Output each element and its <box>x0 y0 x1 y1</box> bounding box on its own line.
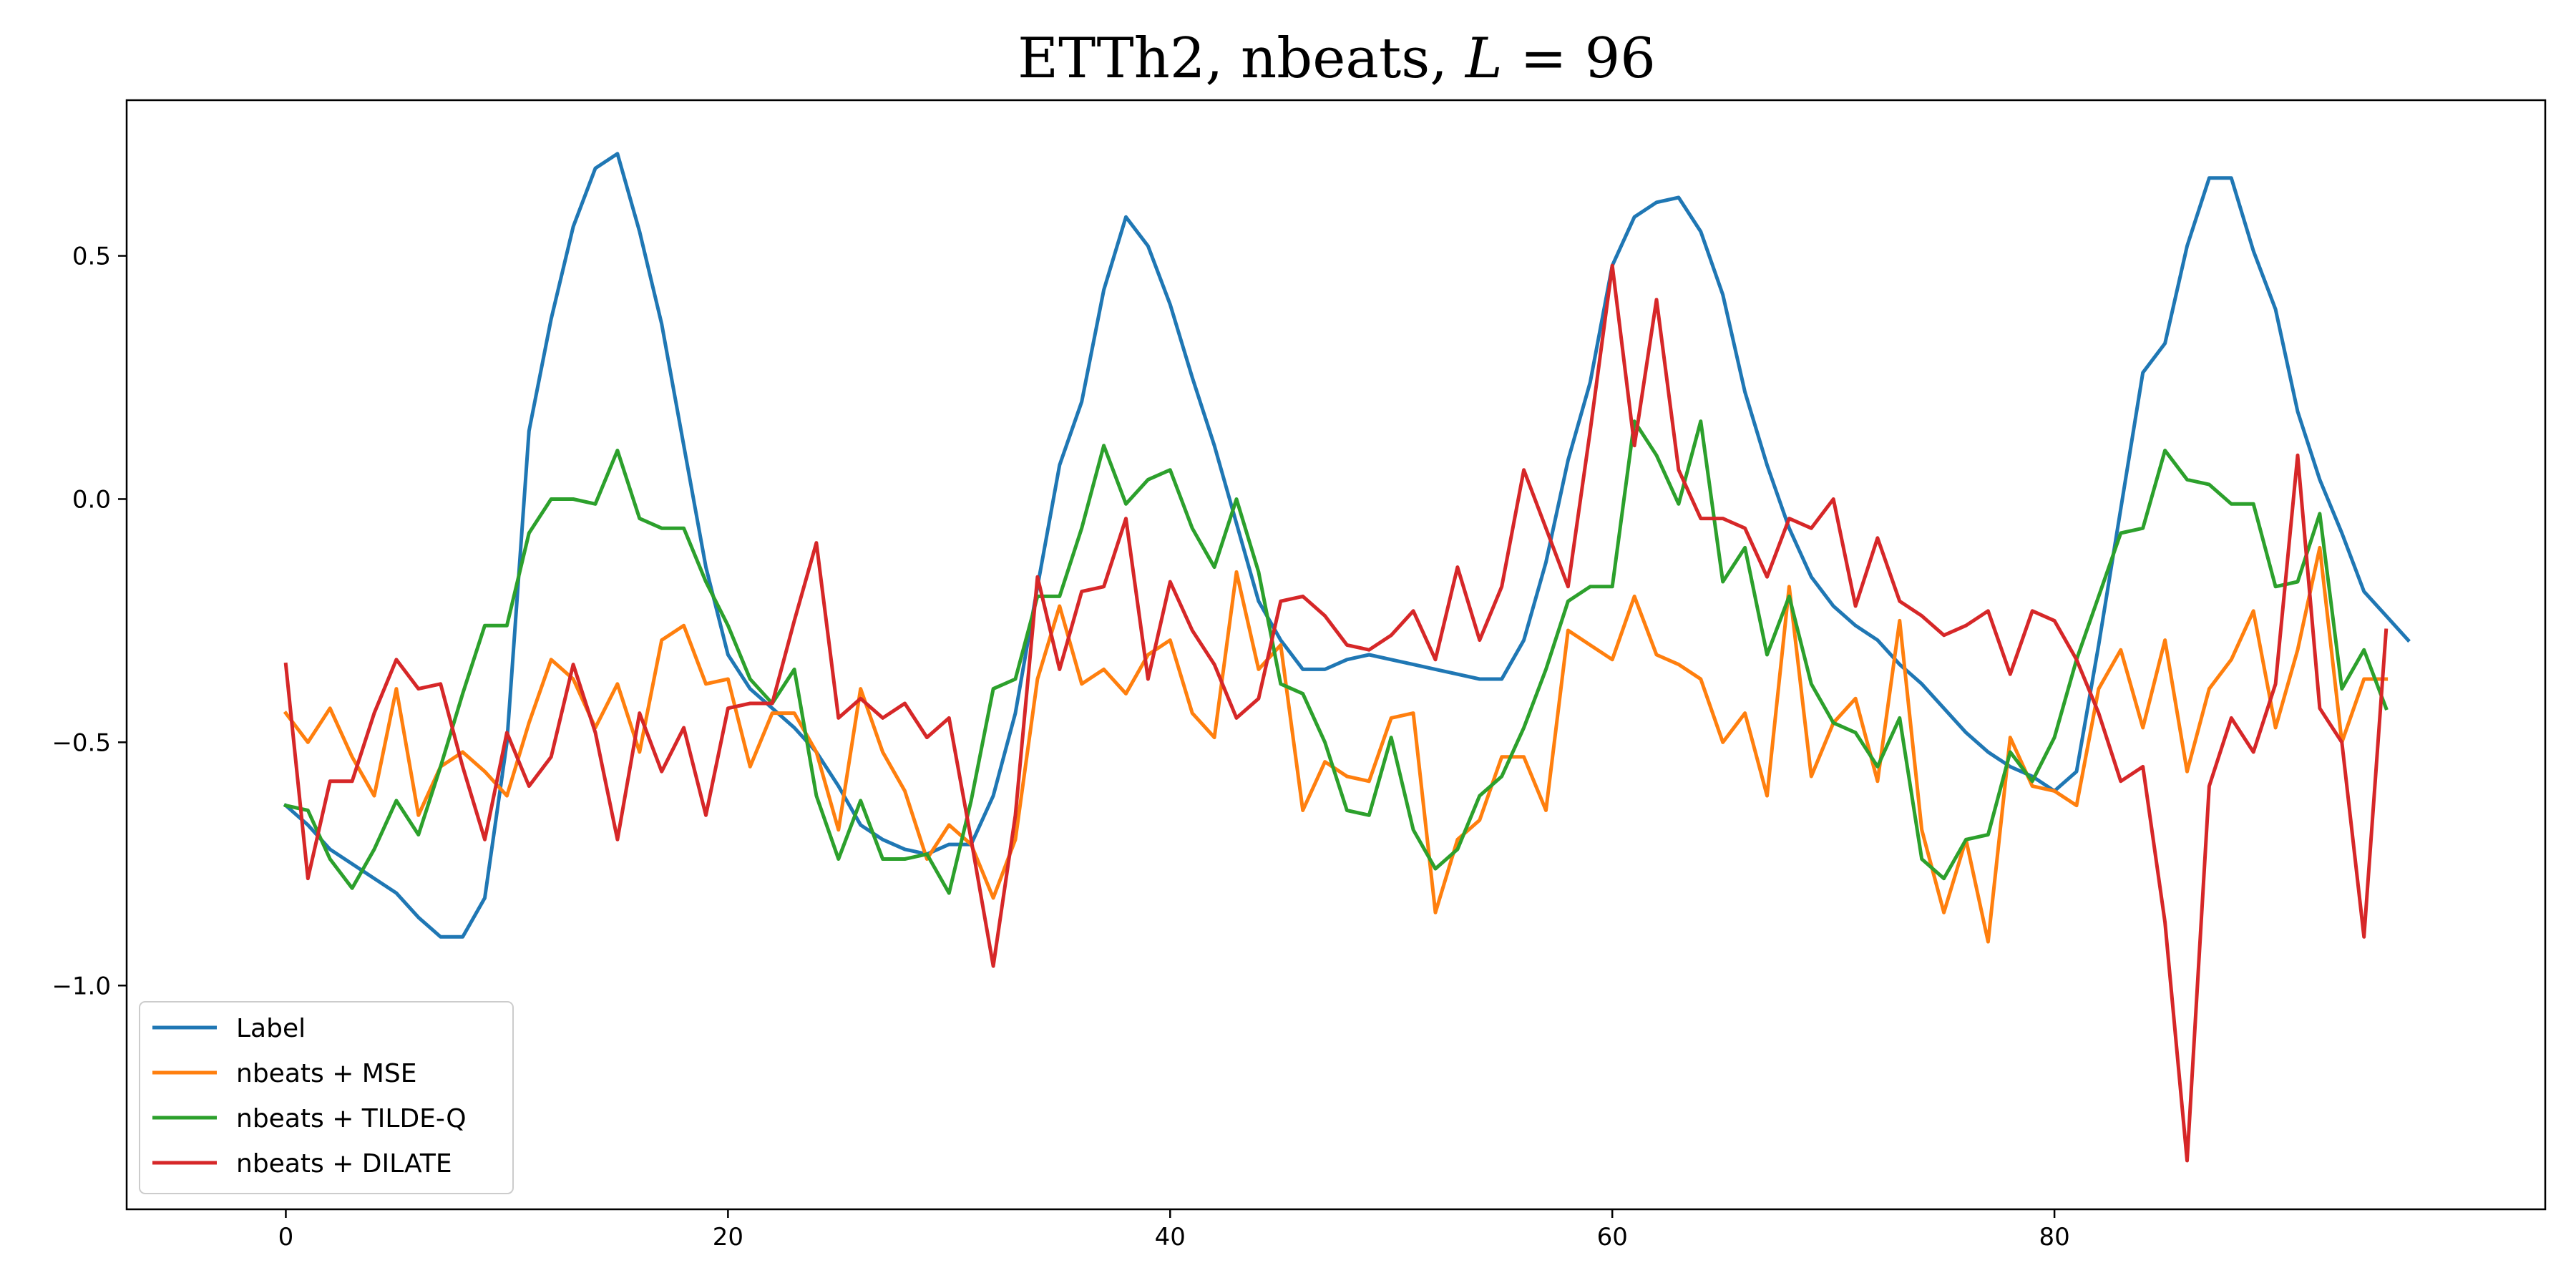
legend-label-3: nbeats + DILATE <box>236 1149 452 1179</box>
y-tick-label-1: 0.0 <box>72 485 111 514</box>
y-axis: 0.5 0.0 −0.5 −1.0 <box>52 243 127 1000</box>
legend-label-1: nbeats + MSE <box>236 1059 416 1088</box>
y-tick-label-2: −0.5 <box>52 728 111 757</box>
legend-label-2: nbeats + TILDE-Q <box>236 1104 467 1133</box>
legend-label-0: Label <box>236 1014 306 1043</box>
plot-frame <box>125 99 2547 1211</box>
x-tick-label-2: 40 <box>1155 1223 1186 1252</box>
x-axis: 0 20 40 60 80 <box>278 1209 2070 1252</box>
chart-title: ETTh2, nbeats, L = 96 <box>1018 26 1656 91</box>
series-line-2 <box>283 419 2389 895</box>
legend-box <box>139 1001 514 1194</box>
series-group <box>283 152 2411 1163</box>
chart-title-variable: L <box>1464 26 1503 91</box>
x-tick-label-1: 20 <box>713 1223 743 1252</box>
chart-title-prefix: ETTh2, nbeats, <box>1018 26 1465 91</box>
y-tick-label-0: 0.5 <box>72 243 111 271</box>
x-tick-label-0: 0 <box>278 1223 294 1252</box>
series-line-3 <box>283 263 2389 1163</box>
x-tick-label-4: 80 <box>2039 1223 2069 1252</box>
x-tick-label-3: 60 <box>1597 1223 1628 1252</box>
y-tick-label-3: −1.0 <box>52 972 111 1000</box>
legend: Label nbeats + MSE nbeats + TILDE-Q nbeats … <box>139 1001 514 1194</box>
chart-title-suffix: = 96 <box>1503 26 1656 91</box>
